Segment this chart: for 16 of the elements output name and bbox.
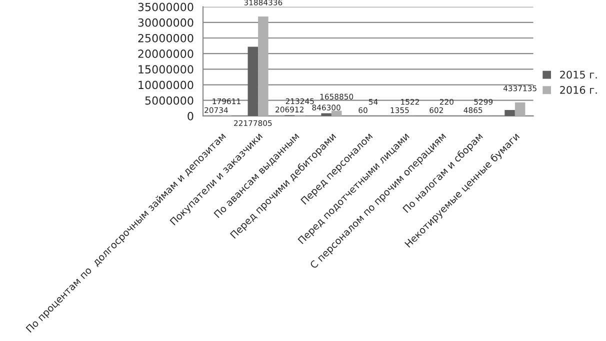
bar [258, 16, 268, 116]
bar [514, 102, 526, 116]
y-tick-label: 10000000 [138, 80, 194, 90]
legend-label: 2015 г. [560, 70, 597, 79]
bar [248, 46, 258, 116]
bar [321, 113, 332, 116]
legend-label: 2016 г. [560, 86, 597, 94]
y-tick-label: 25000000 [138, 34, 194, 42]
y-tick-label: 20000000 [138, 50, 194, 58]
y-tick-label: 35000000 [138, 2, 194, 12]
bar [504, 110, 515, 116]
bar [331, 110, 342, 116]
y-tick-label: 5000000 [145, 96, 194, 105]
y-tick-label: 15000000 [138, 65, 194, 74]
y-tick-label: 30000000 [138, 18, 194, 27]
y-tick-label: 0 [188, 112, 194, 120]
